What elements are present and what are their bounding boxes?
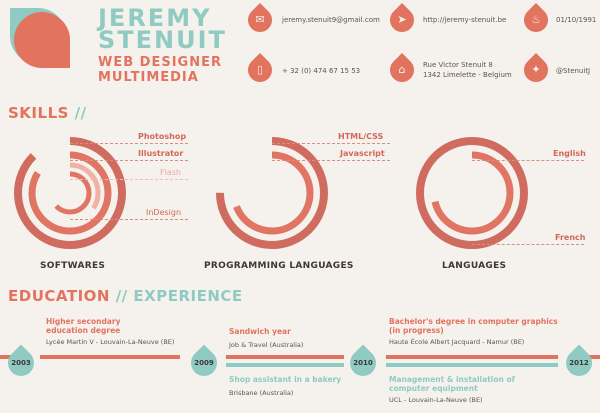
year-2003-text: 2003 xyxy=(11,359,31,367)
edu-entry-2: Sandwich year Job & Travel (Australia) xyxy=(229,327,303,349)
skill-flash: Flash xyxy=(160,168,181,177)
logo xyxy=(10,8,70,68)
skills-heading-sep: // xyxy=(74,104,87,122)
exp-1-title1: Shop assistant in a bakery xyxy=(229,375,342,384)
exp-entry-2: Management & installation of computer eq… xyxy=(389,375,515,404)
twitter-text: @StenuitJ xyxy=(556,67,591,75)
skill-javascript: Javascript xyxy=(340,149,385,158)
edu-1-title2: education degree xyxy=(46,326,121,335)
exp-2-sub: UCL - Louvain-La-Neuve (BE) xyxy=(389,396,483,404)
languages-rings xyxy=(416,137,528,249)
edu-3-sub: Haute École Albert Jacquard - Namur (BE) xyxy=(389,338,525,346)
cursor-icon: ➤ xyxy=(397,13,407,26)
education-heading-text: EDUCATION xyxy=(8,287,110,305)
mail-icon: ✉ xyxy=(255,13,265,26)
edu-1-sub: Lycée Martin V - Louvain-La-Neuve (BE) xyxy=(46,338,175,346)
edu-entry-1: Higher secondary education degree Lycée … xyxy=(46,317,174,346)
skill-photoshop: Photoshop xyxy=(138,132,187,141)
website-text: http://jeremy-stenuit.be xyxy=(423,16,507,24)
edu-3-title1: Bachelor's degree in computer graphics xyxy=(389,317,558,326)
address-line2: 1342 Limelette - Belgium xyxy=(423,71,512,79)
year-2012-text: 2012 xyxy=(569,359,589,367)
lang-english: English xyxy=(553,149,586,158)
home-icon: ⌂ xyxy=(398,63,406,76)
edu-2-sub: Job & Travel (Australia) xyxy=(229,341,304,349)
address-line1: Rue Victor Stenuit 8 xyxy=(423,61,493,69)
exp-1-sub: Brisbane (Australia) xyxy=(229,389,294,397)
lang-french: French xyxy=(555,233,586,242)
role-web-designer: WEB DESIGNER xyxy=(98,55,222,70)
role-multimedia: MULTIMEDIA xyxy=(98,70,199,85)
experience-heading-text: EXPERIENCE xyxy=(133,287,243,305)
skills-heading: SKILLS // xyxy=(8,104,87,122)
skill-html-css: HTML/CSS xyxy=(338,132,384,141)
skill-indesign: InDesign xyxy=(146,208,182,217)
programming-rings xyxy=(216,137,328,249)
edu-1-title1: Higher secondary xyxy=(46,317,121,326)
exp-entry-1: Shop assistant in a bakery Brisbane (Aus… xyxy=(229,375,341,397)
edu-3-title2: (in progress) xyxy=(389,326,444,335)
softwares-label: SOFTWARES xyxy=(40,261,106,271)
phone-text: + 32 (0) 474 67 15 53 xyxy=(282,67,361,75)
education-heading: EDUCATION // EXPERIENCE xyxy=(8,287,243,305)
last-name: STENUIT xyxy=(98,26,227,54)
exp-2-title2: computer equipment xyxy=(389,384,478,393)
year-2009-text: 2009 xyxy=(194,359,214,367)
birthday-icon: ♨ xyxy=(531,13,541,26)
programming-label: PROGRAMMING LANGUAGES xyxy=(204,261,354,271)
birthday-text: 01/10/1991 xyxy=(556,16,597,24)
phone-icon: ▯ xyxy=(256,63,264,76)
skill-illustrator: Illustrator xyxy=(138,149,184,158)
languages-label: LANGUAGES xyxy=(442,261,507,271)
first-name: JEREMY xyxy=(98,4,212,32)
skills-heading-text: SKILLS xyxy=(8,104,69,122)
email-text: jeremy.stenuit9@gmail.com xyxy=(282,16,380,24)
exp-2-title1: Management & installation of xyxy=(389,375,515,384)
education-heading-sep: // xyxy=(115,287,128,305)
edu-entry-3: Bachelor's degree in computer graphics (… xyxy=(389,317,558,346)
edu-2-title1: Sandwich year xyxy=(229,327,291,336)
twitter-icon: ✦ xyxy=(531,63,541,76)
softwares-rings xyxy=(14,137,126,249)
year-2010-text: 2010 xyxy=(353,359,373,367)
